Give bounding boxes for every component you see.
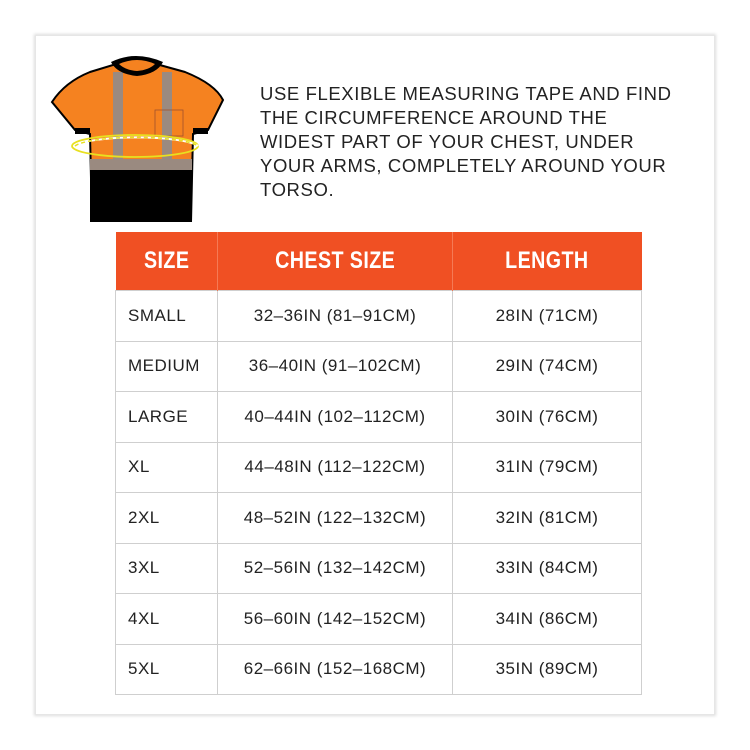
cell-length: 29IN (74CM) — [452, 340, 642, 392]
cell-size: 2XL — [115, 492, 218, 544]
cell-length: 35IN (89CM) — [452, 643, 642, 695]
header-size: SIZE — [115, 232, 218, 291]
t-shirt-measurement-icon — [50, 56, 225, 222]
measuring-instructions: USE FLEXIBLE MEASURING TAPE AND FIND THE… — [260, 83, 672, 200]
table-row: MEDIUM 36–40IN (91–102CM) 29IN (74CM) — [115, 340, 642, 392]
cell-length: 30IN (76CM) — [452, 391, 642, 443]
cell-chest-size: 56–60IN (142–152CM) — [217, 593, 453, 645]
cell-chest-size: 44–48IN (112–122CM) — [217, 441, 453, 493]
cell-size: XL — [115, 441, 218, 493]
cell-size: 4XL — [115, 593, 218, 645]
cell-chest-size: 52–56IN (132–142CM) — [217, 542, 453, 594]
cell-length: 34IN (86CM) — [452, 593, 642, 645]
cell-size: MEDIUM — [115, 340, 218, 392]
cell-length: 28IN (71CM) — [452, 290, 642, 342]
table-row: 5XL 62–66IN (152–168CM) 35IN (89CM) — [115, 643, 642, 695]
table-header-row: SIZE CHEST SIZE LENGTH — [115, 232, 642, 291]
cell-chest-size: 32–36IN (81–91CM) — [217, 290, 453, 342]
cell-length: 31IN (79CM) — [452, 441, 642, 493]
table-row: SMALL 32–36IN (81–91CM) 28IN (71CM) — [115, 290, 642, 342]
cell-chest-size: 62–66IN (152–168CM) — [217, 643, 453, 695]
header-length: LENGTH — [452, 232, 642, 291]
table-row: 3XL 52–56IN (132–142CM) 33IN (84CM) — [115, 542, 642, 594]
cell-size: LARGE — [115, 391, 218, 443]
cell-chest-size: 36–40IN (91–102CM) — [217, 340, 453, 392]
cell-length: 33IN (84CM) — [452, 542, 642, 594]
size-chart-table: SIZE CHEST SIZE LENGTH SMALL 32–36IN (81–… — [115, 232, 642, 695]
table-row: 2XL 48–52IN (122–132CM) 32IN (81CM) — [115, 492, 642, 544]
table-row: LARGE 40–44IN (102–112CM) 30IN (76CM) — [115, 391, 642, 443]
cell-size: 3XL — [115, 542, 218, 594]
table-row: 4XL 56–60IN (142–152CM) 34IN (86CM) — [115, 593, 642, 645]
table-row: XL 44–48IN (112–122CM) 31IN (79CM) — [115, 441, 642, 493]
cell-size: 5XL — [115, 643, 218, 695]
header-chest-size: CHEST SIZE — [217, 232, 453, 291]
cell-length: 32IN (81CM) — [452, 492, 642, 544]
cell-size: SMALL — [115, 290, 218, 342]
cell-chest-size: 48–52IN (122–132CM) — [217, 492, 453, 544]
cell-chest-size: 40–44IN (102–112CM) — [217, 391, 453, 443]
